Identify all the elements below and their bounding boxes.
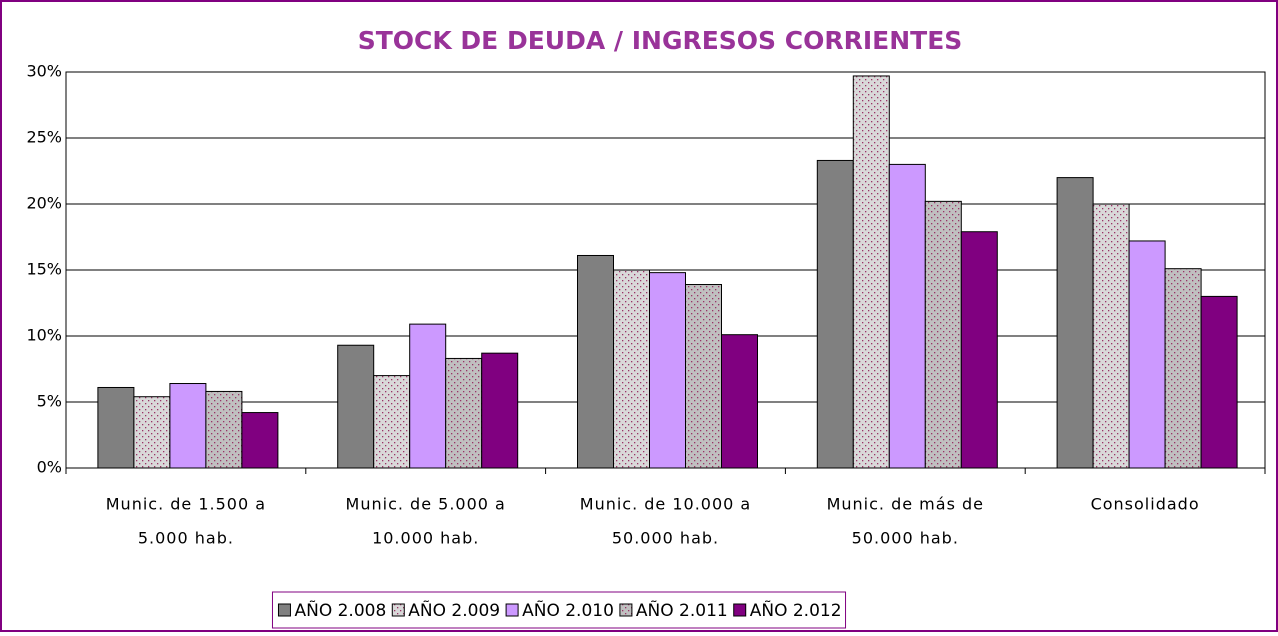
bar [373,375,411,469]
bar [445,357,483,469]
bar [1092,203,1130,469]
bar [241,412,279,469]
bar [721,334,758,469]
y-tick-label: 25% [26,128,62,147]
y-tick-label: 10% [26,326,62,345]
bar [852,75,890,469]
y-tick-label: 20% [26,194,62,213]
bar [205,390,243,469]
legend-label: AÑO 2.012 [750,599,842,621]
chart-title: STOCK DE DEUDA / INGRESOS CORRIENTES [358,26,963,55]
x-tick-label: 5.000 hab. [138,529,234,548]
y-tick-label: 5% [37,392,62,411]
legend-box [271,591,847,629]
x-tick-label: Munic. de 10.000 a [580,495,751,514]
y-tick-label: 15% [26,260,62,279]
bar [133,396,171,469]
bar [97,386,135,469]
y-tick-label: 30% [26,62,62,81]
legend-label: AÑO 2.010 [522,599,614,621]
bar [337,344,375,469]
bar [960,231,998,469]
legend-swatch [391,603,405,617]
x-tick-label: 10.000 hab. [372,529,479,548]
x-tick-label: 50.000 hab. [852,529,959,548]
bar [169,383,207,469]
legend-label: AÑO 2.009 [408,599,500,621]
y-tick-label: 0% [37,458,62,477]
legend-swatch [277,603,291,617]
x-tick-label: Munic. de 5.000 a [346,495,506,514]
bar [409,323,447,469]
bar [1164,268,1202,469]
bar [816,159,854,469]
bar [1056,177,1094,469]
x-tick-label: Munic. de 1.500 a [106,495,266,514]
x-tick-label: Consolidado [1091,495,1200,514]
bar [888,163,926,469]
x-tick-label: 50.000 hab. [612,529,719,548]
x-tick-label: Munic. de más de [827,495,984,514]
bar [685,284,722,469]
legend-label: AÑO 2.008 [294,599,386,621]
bar [924,200,962,469]
legend-label: AÑO 2.011 [636,599,728,621]
bar [481,352,519,469]
legend-swatch [505,603,519,617]
bar [613,269,650,469]
bar [577,254,614,469]
legend-swatch [733,603,747,617]
legend-swatch [619,603,633,617]
bar [1200,295,1238,469]
bar [1128,240,1166,469]
bar [649,272,686,469]
